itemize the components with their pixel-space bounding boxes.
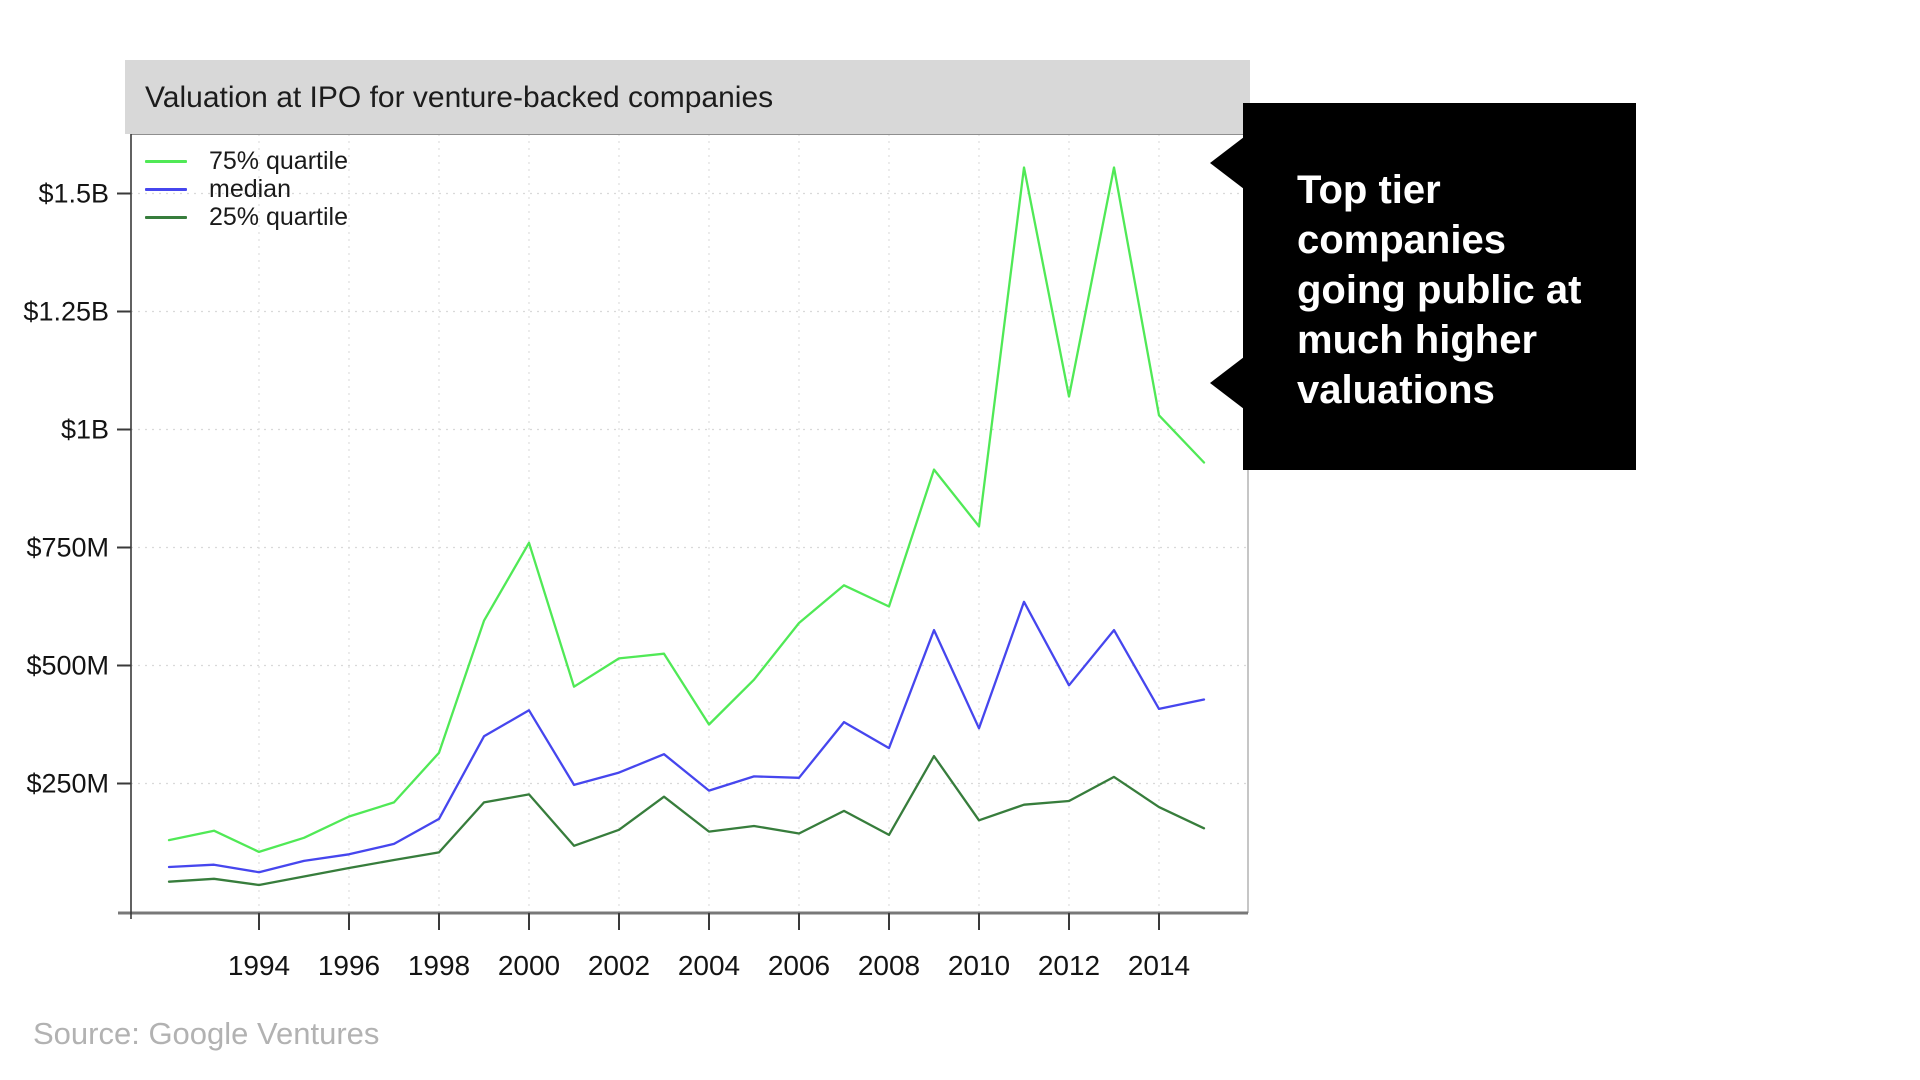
source-note: Source: Google Ventures [33, 1016, 380, 1051]
y-tick-label: $500M [26, 651, 109, 681]
chart-title-bar: Valuation at IPO for venture-backed comp… [125, 60, 1250, 134]
callout-text-line: companies [1297, 218, 1506, 262]
callout-text-line: valuations [1297, 368, 1495, 412]
y-tick-label: $1.25B [23, 297, 109, 327]
legend-swatch-75-quartile [145, 159, 187, 163]
y-tick-label: $1B [61, 415, 109, 445]
legend-item-25-quartile: 25% quartile [145, 203, 348, 231]
callout-text-line: Top tier [1297, 168, 1441, 212]
series-line-25-quartile [167, 754, 1206, 887]
y-tick-label: $750M [26, 533, 109, 563]
legend-label: 75% quartile [209, 146, 348, 175]
legend-item-median: median [145, 175, 348, 203]
x-tick-label: 1998 [408, 950, 470, 981]
y-tick-label: $250M [26, 769, 109, 799]
chart-title: Valuation at IPO for venture-backed comp… [145, 81, 774, 114]
x-tick-label: 2006 [768, 950, 830, 981]
legend-swatch-25-quartile [145, 215, 187, 219]
annotation-callout: Top tier companies going public at much … [1210, 103, 1636, 470]
callout-text-line: much higher [1297, 318, 1538, 362]
x-tick-label: 2010 [948, 950, 1010, 981]
x-tick-label: 2008 [858, 950, 920, 981]
x-tick-label: 1996 [318, 950, 380, 981]
x-tick-label: 2000 [498, 950, 560, 981]
x-tick-label: 2004 [678, 950, 740, 981]
x-tick-label: 2014 [1128, 950, 1190, 981]
x-tick-label: 2012 [1038, 950, 1100, 981]
callout-arrow-top [1210, 137, 1244, 189]
legend-label: median [209, 174, 291, 203]
x-tick-label: 1994 [228, 950, 290, 981]
legend-label: 25% quartile [209, 202, 348, 231]
chart-legend: 75% quartile median 25% quartile [145, 147, 348, 231]
y-tick-label: $1.5B [38, 179, 109, 209]
legend-item-75-quartile: 75% quartile [145, 147, 348, 175]
series-line-75-quartile [167, 166, 1206, 854]
callout-arrow-bottom [1210, 357, 1244, 409]
x-tick-label: 2002 [588, 950, 650, 981]
series-line-median [167, 600, 1206, 874]
callout-text-line: going public at [1297, 268, 1582, 312]
legend-swatch-median [145, 187, 187, 191]
